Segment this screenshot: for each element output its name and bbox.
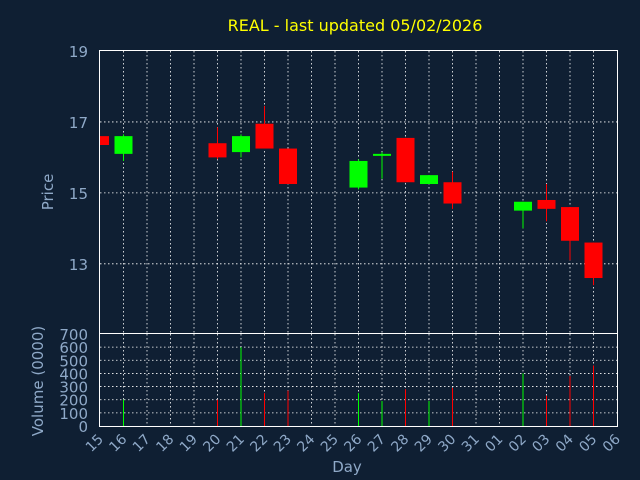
volume-tick-label: 0 [78, 418, 88, 436]
x-tick-label: 05 [576, 432, 600, 456]
volume-tick-label: 500 [59, 352, 88, 370]
x-tick-label: 16 [106, 431, 130, 455]
candle-body [279, 148, 297, 185]
x-tick-label: 25 [318, 432, 342, 456]
candle [232, 134, 250, 158]
price-tick-label: 17 [69, 114, 88, 132]
candle-body [373, 153, 391, 156]
candle [349, 159, 368, 190]
candle-body [232, 136, 250, 153]
volume-panel-frame [99, 333, 618, 427]
x-tick-label: 04 [553, 431, 577, 455]
candle-body [420, 175, 438, 185]
x-tick-label: 01 [482, 432, 506, 456]
x-ticks: 15 16 17 18 19 20 21 22 23 24 25 26 27 28 29 30 31 01 02 03… [83, 431, 624, 455]
candle-body [443, 182, 462, 204]
volume-tick-label: 400 [59, 365, 88, 383]
x-tick-label: 03 [529, 432, 553, 456]
candle-body [584, 242, 603, 279]
x-tick-label: 24 [294, 431, 318, 455]
candle [537, 184, 556, 222]
x-tick-label: 27 [365, 432, 389, 456]
candle [255, 105, 274, 149]
x-tick-label: 17 [130, 432, 154, 456]
candle [514, 201, 532, 229]
candles [99, 105, 603, 286]
x-tick-label: 18 [153, 432, 177, 456]
x-tick-label: 23 [271, 432, 295, 456]
candle [420, 175, 438, 185]
x-tick-label: 22 [247, 432, 271, 456]
candle [114, 134, 133, 161]
candle-body [208, 143, 227, 158]
price-grid [100, 51, 617, 333]
x-tick-label: 29 [412, 432, 436, 456]
x-tick-label: 19 [177, 432, 201, 456]
x-tick-label: 20 [200, 432, 224, 456]
candle-body [100, 136, 109, 145]
chart-title: REAL - last updated 05/02/2026 [228, 16, 483, 35]
x-tick-label: 02 [506, 432, 530, 456]
candle-body [255, 123, 274, 149]
volume-bars [123, 347, 594, 426]
volume-tick-label: 200 [59, 392, 88, 410]
x-tick-label: 31 [459, 432, 483, 456]
x-axis-label: Day [332, 458, 362, 476]
x-tick-label: 26 [341, 431, 365, 455]
candle [373, 152, 391, 179]
x-tick-label: 28 [388, 432, 412, 456]
volume-axis-label: Volume (0000) [29, 326, 47, 436]
candle-body [514, 201, 532, 211]
candle [99, 136, 109, 145]
candle [208, 127, 227, 160]
price-axis-label: Price [39, 174, 57, 211]
price-y-ticks: 13 15 17 19 [69, 43, 88, 274]
candle [584, 242, 603, 286]
x-tick-label: 06 [600, 431, 624, 455]
candle [443, 171, 462, 209]
candle [279, 148, 297, 185]
volume-tick-label: 100 [59, 405, 88, 423]
x-tick-label: 30 [435, 432, 459, 456]
price-tick-label: 15 [69, 185, 88, 203]
candle-body [114, 136, 133, 154]
price-tick-label: 19 [69, 43, 88, 61]
candle [396, 137, 415, 183]
candle [561, 207, 579, 261]
candle-body [561, 207, 579, 241]
volume-tick-label: 300 [59, 379, 88, 397]
candle-body [537, 199, 556, 209]
volume-tick-label: 700 [59, 326, 88, 344]
candle-body [349, 160, 368, 188]
price-tick-label: 13 [69, 256, 88, 274]
volume-tick-label: 600 [59, 339, 88, 357]
candle-body [396, 137, 415, 183]
x-tick-label: 21 [224, 432, 248, 456]
